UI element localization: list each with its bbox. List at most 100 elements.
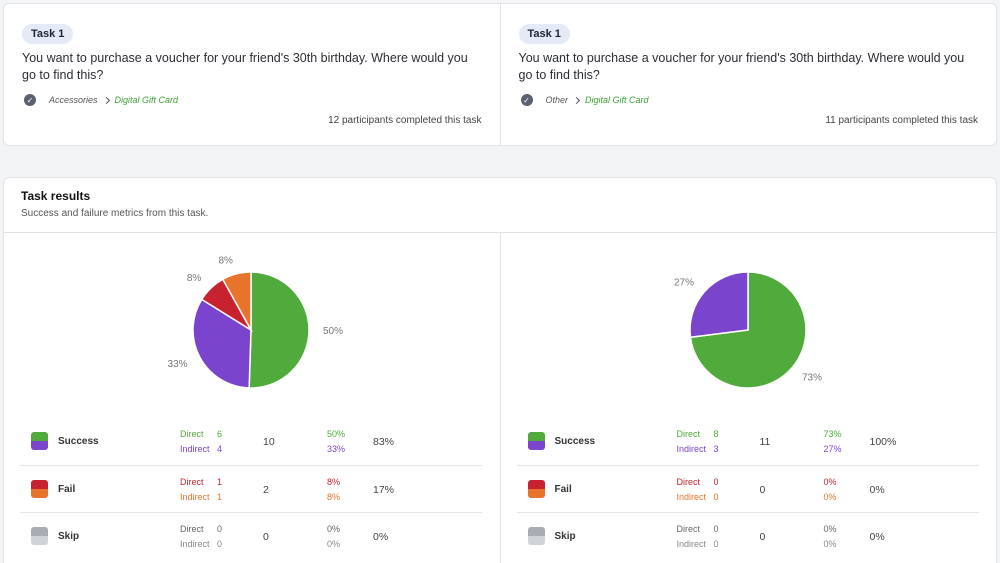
path-destination: Digital Gift Card: [585, 95, 649, 105]
metric-row-fail: Fail Direct 1 Indirect 1 2 8% 8% 17%: [20, 466, 482, 513]
total-count: 10: [263, 436, 275, 448]
indirect-count: 1: [217, 491, 223, 502]
task-results-card: Task results Success and failure metrics…: [3, 177, 997, 563]
fail-swatch: [31, 479, 48, 498]
metrics-table: Success Direct 8 Indirect 3 11 73% 27% 1…: [516, 418, 979, 561]
total-count: 0: [263, 531, 269, 543]
task-summary-card: Task 1 You want to purchase a voucher fo…: [3, 3, 997, 146]
total-count: 0: [759, 483, 766, 496]
overall-percent: 0%: [869, 531, 885, 543]
results-subtitle: Success and failure metrics from this ta…: [21, 208, 209, 219]
direct-count: 0: [713, 524, 719, 534]
correct-path: ✓ Accessories Digital Gift Card: [22, 94, 482, 106]
total-count: 11: [759, 436, 771, 448]
results-column-right: 73% 27% Success Direct 8 Indirect 3 11 73…: [499, 233, 997, 563]
pie-label: 27%: [673, 277, 693, 288]
metric-row-skip: Skip Direct 0 Indirect 0 0 0% 0% 0%: [517, 513, 979, 561]
metric-row-skip: Skip Direct 0 Indirect 0 0 0% 0% 0%: [20, 513, 482, 561]
pie-label: 8%: [187, 273, 202, 284]
task-question: You want to purchase a voucher for your …: [518, 51, 965, 82]
task-badge: Task 1: [22, 24, 74, 44]
skip-swatch: [31, 527, 48, 545]
direct-percent: 0%: [823, 524, 837, 534]
results-body: 50% 33% 8% 8% Success Direct 6 Indirect 4 1…: [4, 233, 996, 563]
pie-label: 73%: [802, 373, 822, 384]
direct-count: 6: [217, 429, 223, 439]
direct-percent: 0%: [327, 524, 341, 534]
overall-percent: 17%: [373, 483, 395, 496]
indirect-label: Indirect: [180, 491, 210, 502]
direct-label: Direct: [676, 429, 701, 439]
direct-percent: 8%: [327, 476, 341, 487]
direct-label: Direct: [676, 476, 701, 487]
direct-count: 8: [713, 429, 719, 439]
overall-percent: 0%: [373, 531, 389, 543]
metric-row-success: Success Direct 8 Indirect 3 11 73% 27% 1…: [516, 418, 979, 466]
indirect-label: Indirect: [180, 444, 210, 454]
correct-path: ✓ Other Digital Gift Card: [519, 94, 979, 106]
chevron-right-icon: [572, 96, 581, 104]
participants-count: 12 participants completed this task: [328, 115, 482, 126]
success-label: Success: [554, 436, 596, 447]
path-destination: Digital Gift Card: [114, 95, 179, 105]
indirect-label: Indirect: [676, 491, 707, 502]
indirect-percent: 0%: [823, 539, 837, 549]
direct-percent: 73%: [823, 429, 842, 439]
indirect-percent: 33%: [327, 444, 346, 454]
task-badge: Task 1: [518, 24, 570, 44]
results-title: Task results: [21, 189, 91, 203]
indirect-percent: 0%: [823, 491, 837, 502]
success-swatch: [31, 432, 48, 450]
pie-slice-success-indirect[interactable]: [688, 271, 749, 339]
overall-percent: 100%: [869, 436, 897, 448]
indirect-count: 4: [217, 444, 223, 454]
metric-row-success: Success Direct 6 Indirect 4 10 50% 33% 8…: [20, 418, 482, 466]
task-panel-right: Task 1 You want to purchase a voucher fo…: [499, 4, 997, 145]
check-circle-icon: ✓: [24, 94, 36, 106]
pie-slice-fail-indirect[interactable]: [221, 271, 252, 333]
indirect-count: 0: [713, 539, 719, 549]
pie-label: 8%: [218, 255, 233, 266]
pie-label: 33%: [168, 359, 188, 370]
path-crumb: Accessories: [49, 95, 98, 105]
overall-percent: 0%: [869, 483, 885, 496]
success-label: Success: [58, 436, 99, 447]
indirect-percent: 8%: [327, 491, 341, 502]
check-circle-icon: ✓: [520, 94, 533, 106]
chevron-right-icon: [102, 96, 110, 104]
task-panel-left: Task 1 You want to purchase a voucher fo…: [4, 4, 500, 145]
indirect-label: Indirect: [180, 539, 210, 549]
direct-count: 1: [217, 476, 223, 487]
metric-row-fail: Fail Direct 0 Indirect 0 0 0% 0% 0%: [516, 466, 979, 513]
pie-label: 50%: [323, 326, 343, 337]
direct-count: 0: [713, 476, 719, 487]
pie-chart: 73% 27%: [673, 271, 822, 389]
direct-label: Direct: [180, 429, 204, 439]
fail-label: Fail: [554, 483, 572, 495]
direct-label: Direct: [180, 524, 204, 534]
participants-count: 11 participants completed this task: [825, 115, 978, 126]
metrics-table: Success Direct 6 Indirect 4 10 50% 33% 8…: [20, 418, 482, 561]
direct-label: Direct: [180, 476, 204, 487]
fail-swatch: [527, 479, 545, 498]
indirect-count: 0: [217, 539, 223, 549]
indirect-count: 3: [713, 444, 719, 454]
pie-slice-success-direct[interactable]: [248, 271, 310, 389]
total-count: 2: [263, 483, 269, 496]
overall-percent: 83%: [373, 436, 395, 448]
results-header: Task results Success and failure metrics…: [4, 178, 996, 233]
fail-label: Fail: [58, 483, 76, 495]
direct-label: Direct: [676, 524, 701, 534]
indirect-count: 0: [713, 491, 719, 502]
direct-percent: 50%: [327, 429, 346, 439]
success-swatch: [527, 432, 545, 450]
indirect-percent: 0%: [327, 539, 341, 549]
pie-chart: 50% 33% 8% 8%: [168, 255, 343, 389]
total-count: 0: [759, 531, 766, 543]
indirect-label: Indirect: [676, 444, 707, 454]
path-crumb: Other: [545, 95, 569, 105]
direct-count: 0: [217, 524, 223, 534]
results-column-left: 50% 33% 8% 8% Success Direct 6 Indirect 4 1…: [4, 233, 500, 563]
task-question: You want to purchase a voucher for your …: [22, 51, 468, 82]
skip-label: Skip: [554, 531, 576, 542]
